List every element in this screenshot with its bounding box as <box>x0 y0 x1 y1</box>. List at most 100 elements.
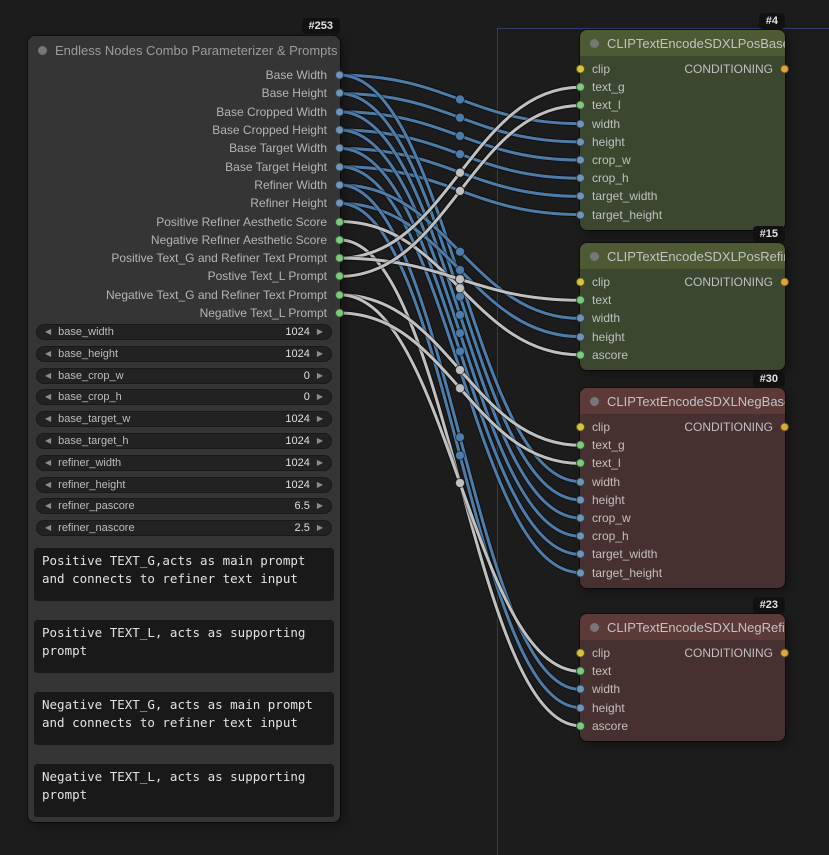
widget-base_crop_h[interactable]: ◀ base_crop_h 0 ▶ <box>36 389 332 406</box>
output-port[interactable] <box>335 107 344 117</box>
link-wire[interactable] <box>338 110 582 520</box>
link-wire[interactable] <box>337 182 583 692</box>
decrement-arrow-icon[interactable]: ◀ <box>45 479 52 489</box>
link-wire[interactable] <box>337 200 583 340</box>
increment-arrow-icon[interactable]: ▶ <box>316 348 323 358</box>
link-wire[interactable] <box>338 91 582 144</box>
link-wire[interactable] <box>338 256 582 302</box>
link-midpoint-dot[interactable] <box>455 185 465 196</box>
input-port[interactable] <box>576 295 585 305</box>
node-title-bar[interactable]: Endless Nodes Combo Parameterizer & Prom… <box>28 36 340 64</box>
increment-arrow-icon[interactable]: ▶ <box>316 523 323 533</box>
link-midpoint-dot[interactable] <box>455 283 465 294</box>
positive-text-g-textarea[interactable]: Positive TEXT_G,acts as main prompt and … <box>34 548 334 601</box>
input-port[interactable] <box>576 666 585 676</box>
input-port[interactable] <box>576 477 585 487</box>
output-port[interactable] <box>335 253 344 263</box>
link-midpoint-dot[interactable] <box>455 167 465 178</box>
link-midpoint-dot[interactable] <box>455 94 465 105</box>
link-wire[interactable] <box>337 219 583 358</box>
output-port[interactable] <box>335 125 344 135</box>
link-midpoint-dot[interactable] <box>455 149 465 160</box>
decrement-arrow-icon[interactable]: ◀ <box>45 435 52 445</box>
input-port[interactable] <box>576 350 585 360</box>
input-port[interactable] <box>576 191 585 201</box>
decrement-arrow-icon[interactable]: ◀ <box>45 327 52 336</box>
input-port[interactable] <box>576 155 585 165</box>
link-midpoint-dot[interactable] <box>455 346 465 357</box>
widget-refiner_nascore[interactable]: ◀ refiner_nascore 2.5 ▶ <box>36 520 332 537</box>
link-midpoint-dot[interactable] <box>455 273 465 284</box>
input-port[interactable] <box>576 332 585 342</box>
link-wire[interactable] <box>337 102 583 279</box>
link-wire[interactable] <box>338 201 582 710</box>
input-port[interactable] <box>576 513 585 523</box>
output-port[interactable] <box>780 277 789 287</box>
decrement-arrow-icon[interactable]: ◀ <box>45 501 52 511</box>
increment-arrow-icon[interactable]: ▶ <box>316 479 323 489</box>
link-wire[interactable] <box>337 72 583 127</box>
link-midpoint-dot[interactable] <box>455 246 465 257</box>
link-midpoint-dot[interactable] <box>455 130 465 141</box>
decrement-arrow-icon[interactable]: ◀ <box>45 348 52 358</box>
decrement-arrow-icon[interactable]: ◀ <box>45 457 52 467</box>
increment-arrow-icon[interactable]: ▶ <box>316 392 323 402</box>
output-port[interactable] <box>335 271 344 281</box>
link-wire[interactable] <box>338 165 582 575</box>
input-port[interactable] <box>576 721 585 731</box>
input-port[interactable] <box>576 119 585 129</box>
link-wire[interactable] <box>337 72 583 485</box>
link-wire[interactable] <box>338 73 582 126</box>
link-midpoint-dot[interactable] <box>455 185 465 196</box>
input-port[interactable] <box>576 313 585 323</box>
link-midpoint-dot[interactable] <box>455 364 465 375</box>
output-port[interactable] <box>335 180 344 190</box>
link-wire[interactable] <box>338 201 582 339</box>
input-port[interactable] <box>576 82 585 92</box>
link-wire[interactable] <box>338 311 582 465</box>
link-wire[interactable] <box>338 165 582 217</box>
link-wire[interactable] <box>338 146 582 198</box>
link-wire[interactable] <box>338 128 582 180</box>
input-port[interactable] <box>576 568 585 578</box>
link-midpoint-dot[interactable] <box>455 309 465 320</box>
output-port[interactable] <box>335 162 344 172</box>
link-midpoint-dot[interactable] <box>455 264 465 275</box>
collapse-node-icon[interactable] <box>590 622 599 632</box>
output-port[interactable] <box>335 70 344 80</box>
input-port[interactable] <box>576 137 585 147</box>
link-wire[interactable] <box>337 127 583 181</box>
link-midpoint-dot[interactable] <box>455 274 465 285</box>
output-port[interactable] <box>335 198 344 208</box>
widget-refiner_height[interactable]: ◀ refiner_height 1024 ▶ <box>36 476 332 493</box>
link-wire[interactable] <box>337 164 583 576</box>
node-title-bar[interactable]: CLIPTextEncodeSDXLPosRefiner <box>580 243 785 269</box>
widget-base_target_h[interactable]: ◀ base_target_h 1024 ▶ <box>36 432 332 449</box>
input-port[interactable] <box>576 277 585 287</box>
increment-arrow-icon[interactable]: ▶ <box>316 435 323 445</box>
output-port[interactable] <box>780 648 789 658</box>
input-port[interactable] <box>576 703 585 713</box>
output-port[interactable] <box>335 308 344 318</box>
link-wire[interactable] <box>337 200 583 711</box>
input-port[interactable] <box>576 684 585 694</box>
output-port[interactable] <box>335 143 344 153</box>
node-cliptextencode-sdxl-negbase[interactable]: CLIPTextEncodeSDXLNegBase clip CONDITIONI… <box>576 388 789 588</box>
link-wire[interactable] <box>338 110 582 162</box>
positive-text-l-textarea[interactable]: Positive TEXT_L, acts as supporting prom… <box>34 620 334 673</box>
input-port[interactable] <box>576 648 585 658</box>
link-wire[interactable] <box>338 220 582 357</box>
link-wire[interactable] <box>337 109 583 163</box>
input-port[interactable] <box>576 440 585 450</box>
link-midpoint-dot[interactable] <box>455 477 465 488</box>
increment-arrow-icon[interactable]: ▶ <box>316 457 323 467</box>
increment-arrow-icon[interactable]: ▶ <box>316 501 323 511</box>
link-midpoint-dot[interactable] <box>455 167 465 178</box>
link-wire[interactable] <box>337 145 583 557</box>
link-wire[interactable] <box>337 237 583 729</box>
link-wire[interactable] <box>337 127 583 539</box>
link-wire[interactable] <box>338 85 582 260</box>
input-port[interactable] <box>576 210 585 220</box>
link-midpoint-dot[interactable] <box>455 477 465 488</box>
